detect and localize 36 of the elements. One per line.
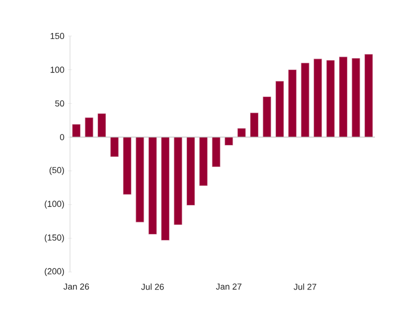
bar xyxy=(352,58,360,138)
y-tick-label: (150) xyxy=(44,234,64,242)
bar xyxy=(300,62,310,138)
bar xyxy=(122,136,132,195)
y-tick-label: (100) xyxy=(44,200,64,209)
bar xyxy=(136,136,144,222)
bar xyxy=(224,136,234,146)
bar xyxy=(161,136,170,241)
bar xyxy=(364,54,373,138)
bar xyxy=(199,136,208,186)
x-tick-label: Jan 27 xyxy=(216,284,242,290)
x-tick-label: Jul 27 xyxy=(294,284,316,290)
bar xyxy=(110,136,119,157)
bar xyxy=(250,112,258,138)
bar xyxy=(339,56,348,138)
bar xyxy=(148,136,157,234)
x-tick-label: Jan 26 xyxy=(63,284,89,290)
bar xyxy=(174,136,182,225)
bar xyxy=(72,124,81,138)
bar xyxy=(314,58,322,138)
y-tick-label: 150 xyxy=(50,32,64,40)
y-tick-label: (200) xyxy=(44,268,64,276)
y-tick-label: 50 xyxy=(55,100,64,106)
y-tick-label: (50) xyxy=(50,166,64,175)
bar xyxy=(262,96,272,138)
bar xyxy=(326,60,335,138)
bar xyxy=(237,128,246,138)
y-tick-label: 100 xyxy=(50,66,64,73)
bar xyxy=(186,136,195,206)
x-tick-label: Jul 26 xyxy=(141,284,164,290)
bar xyxy=(84,117,94,138)
bar xyxy=(212,136,220,168)
bar xyxy=(275,80,284,138)
y-tick-label: 0 xyxy=(60,134,64,140)
bar xyxy=(98,113,106,138)
bar xyxy=(288,70,297,138)
